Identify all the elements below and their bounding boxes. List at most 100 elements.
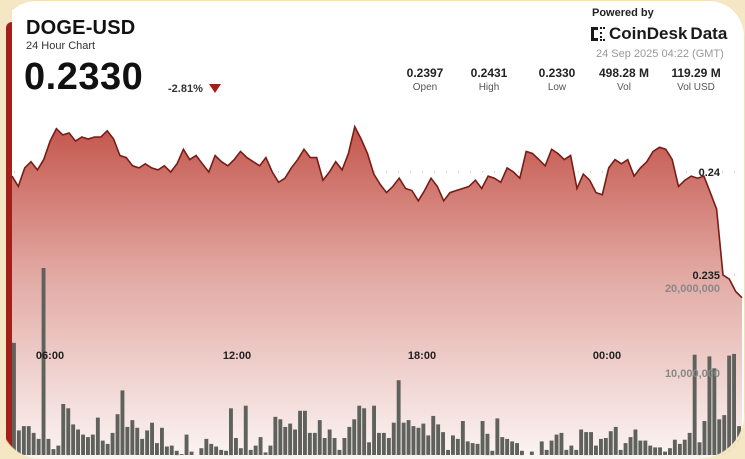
volume-bar: [209, 443, 214, 455]
volume-bar: [623, 443, 628, 455]
volume-bar: [584, 432, 589, 456]
volume-bar: [234, 438, 238, 455]
volume-bar: [613, 426, 618, 455]
stat-low-value: 0.2330: [538, 66, 576, 80]
stat-vol-label: Vol: [617, 82, 631, 93]
stat-low-label: Low: [547, 82, 567, 93]
volume-bar: [687, 432, 692, 455]
volume-bar: [475, 443, 480, 455]
volume-bar: [510, 441, 515, 455]
coindesk-data-logo: CoinDeskData: [590, 24, 727, 44]
volume-bar: [559, 432, 564, 455]
volume-bar: [357, 405, 362, 455]
volume-bar: [377, 432, 381, 455]
volume-bar: [322, 438, 327, 455]
volume-bar: [288, 423, 293, 456]
volume-bar: [253, 445, 258, 455]
volume-bar: [155, 443, 159, 455]
volume-bar: [169, 445, 174, 455]
volume-bar: [283, 426, 288, 455]
volume-bar: [712, 368, 717, 455]
price-line: [11, 124, 743, 299]
volume-bar: [707, 356, 712, 455]
volume-bar: [307, 432, 312, 455]
x-tick-0600: 06:00: [36, 350, 64, 362]
volume-bar: [436, 424, 441, 455]
volume-bar: [401, 422, 406, 455]
frame-corner: [0, 419, 40, 459]
volume-tick-10m: 10,000,000: [665, 368, 720, 380]
volume-bar: [312, 432, 317, 455]
stat-high: 0.2431 High: [454, 66, 524, 93]
volume-bar: [95, 417, 100, 455]
volume-bar: [692, 354, 697, 455]
stat-open-label: Open: [412, 82, 438, 93]
volume-bar: [658, 447, 662, 456]
volume-bar: [386, 438, 391, 455]
volume-bar: [421, 423, 426, 456]
volume-bar: [569, 445, 574, 455]
volume-bar: [298, 410, 302, 455]
volume-bar: [391, 422, 396, 455]
volume-bar: [677, 443, 682, 455]
stat-open-value: 0.2397: [406, 66, 444, 80]
volume-bar: [416, 427, 421, 455]
powered-by-label: Powered by: [592, 7, 654, 19]
x-tick-1200: 12:00: [223, 350, 251, 362]
volume-bar: [579, 429, 584, 455]
volume-bar: [362, 408, 367, 456]
stat-vol-value: 498.28 M: [598, 66, 650, 80]
volume-bar: [248, 449, 253, 455]
volume-bar: [628, 437, 633, 455]
volume-bar: [554, 434, 559, 455]
volume-bar: [86, 437, 90, 455]
stat-vol-usd-value: 119.29 M: [671, 66, 721, 80]
volume-bar: [396, 380, 401, 455]
volume-bar: [219, 449, 224, 455]
stat-open: 0.2397 Open: [390, 66, 460, 93]
volume-bar: [135, 427, 140, 455]
volume-bar: [51, 449, 56, 455]
volume-bar: [599, 438, 603, 455]
price-area: [12, 126, 742, 459]
volume-bar: [140, 438, 145, 455]
volume-bar: [189, 451, 194, 455]
symbol-title: DOGE-USD: [26, 17, 136, 39]
volume-tick-20m: 20,000,000: [665, 283, 720, 295]
volume-bar: [263, 452, 268, 455]
volume-bar: [727, 355, 732, 455]
y-tick-0.24: 0.24: [699, 167, 721, 179]
volume-bar: [603, 438, 608, 455]
volume-bar: [115, 414, 120, 455]
brand-name-coindesk: CoinDesk: [609, 24, 688, 43]
volume-bar: [184, 434, 189, 455]
volume-bar: [406, 420, 411, 455]
volume-bar: [426, 435, 431, 455]
volume-bar: [451, 435, 455, 455]
volume-bar: [105, 443, 110, 455]
volume-bar: [342, 438, 347, 455]
volume-bar: [653, 447, 658, 456]
volume-bar: [150, 422, 154, 455]
volume-bar: [485, 433, 490, 456]
volume-bar: [214, 446, 219, 455]
volume-bar: [633, 429, 638, 455]
volume-bar: [460, 421, 465, 455]
volume-bar: [367, 442, 371, 456]
volume-bar: [539, 441, 544, 455]
volume-bar: [258, 437, 263, 455]
volume-bar: [12, 342, 16, 455]
current-price: 0.2330: [24, 56, 144, 98]
volume-bar: [638, 440, 643, 455]
volume-bar: [303, 410, 307, 455]
volume-bar: [66, 408, 71, 456]
volume-bar: [229, 408, 233, 456]
volume-bar: [589, 432, 593, 456]
volume-bar: [120, 390, 125, 455]
volume-bar: [238, 448, 243, 455]
volume-bar: [480, 421, 485, 455]
frame-corner: [709, 0, 745, 36]
x-tick-0000: 00:00: [593, 350, 621, 362]
timestamp: 24 Sep 2025 04:22 (GMT): [596, 48, 724, 60]
volume-bar: [317, 420, 322, 455]
